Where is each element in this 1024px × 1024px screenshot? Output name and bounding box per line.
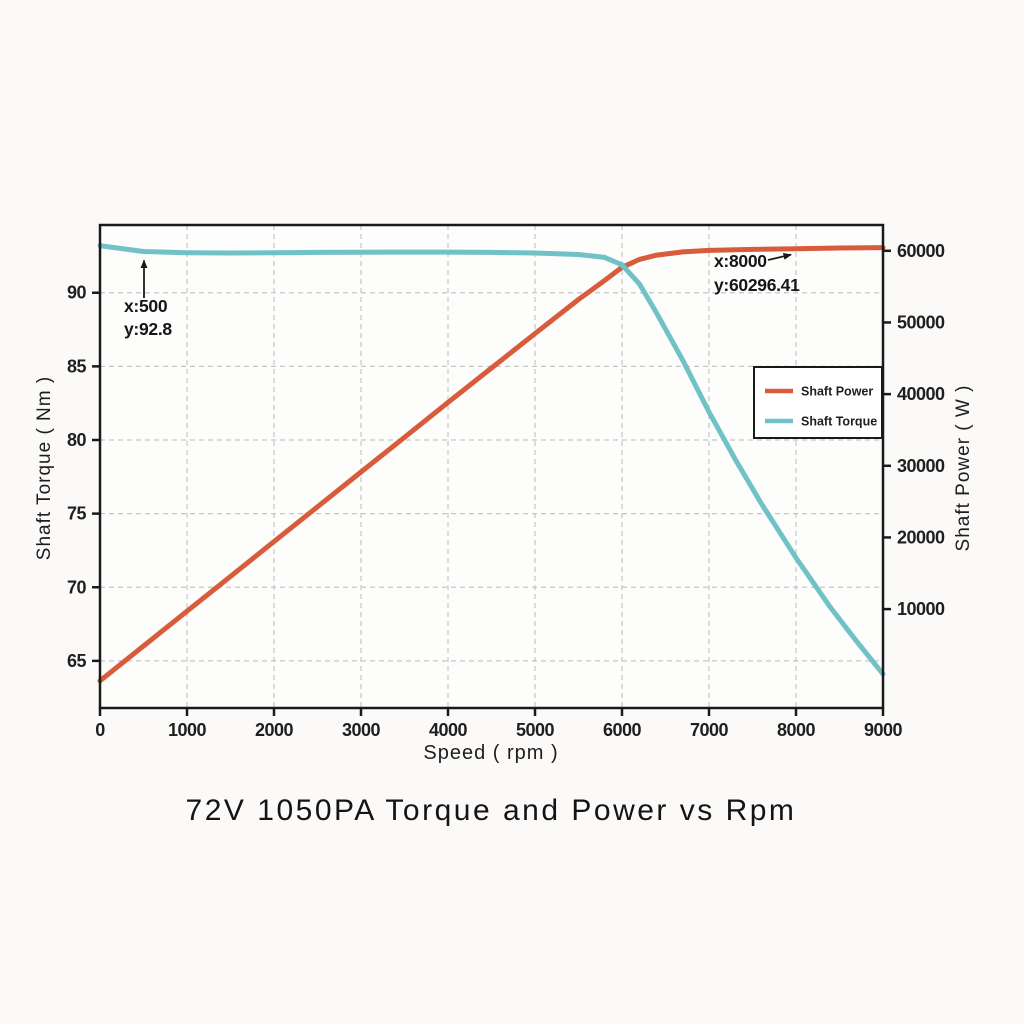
x-tick-label: 5000 [516, 720, 555, 740]
left-tick-label: 65 [67, 651, 87, 671]
x-tick-label: 7000 [690, 720, 729, 740]
left-tick-label: 90 [67, 283, 87, 303]
x-tick-label: 9000 [864, 720, 903, 740]
shaft-torque-line [97, 243, 886, 677]
left-y-axis-label: Shaft Torque ( Nm ) [34, 375, 55, 561]
x-tick-label: 1000 [168, 720, 207, 740]
x-tick-label: 8000 [777, 720, 816, 740]
x-tick-label: 4000 [429, 720, 468, 740]
right-tick-label: 20000 [897, 527, 945, 547]
x-tick-label: 3000 [342, 720, 381, 740]
left-tick-label: 75 [67, 504, 87, 524]
right-tick-label: 40000 [897, 384, 945, 404]
right-tick-label: 60000 [897, 241, 945, 261]
x-tick-label: 2000 [255, 720, 294, 740]
x-tick-label: 6000 [603, 720, 642, 740]
legend-label: Shaft Torque [801, 415, 877, 429]
right-y-axis-label: Shaft Power ( W ) [953, 384, 974, 552]
shaft-power-line [97, 245, 886, 684]
x-tick-label: 0 [95, 720, 105, 740]
annotation-text: x:8000 [714, 251, 767, 271]
x-axis-label: Speed ( rpm ) [423, 742, 559, 764]
legend-label: Shaft Power [801, 385, 873, 399]
plot-area [100, 225, 883, 708]
left-tick-label: 70 [67, 577, 87, 597]
right-tick-label: 10000 [897, 599, 945, 619]
right-tick-label: 30000 [897, 456, 945, 476]
annotation-arrow [767, 252, 792, 261]
annotation-text: y:92.8 [124, 319, 172, 339]
legend-box [753, 366, 883, 439]
right-tick-label: 50000 [897, 312, 945, 332]
chart-title: 72V 1050PA Torque and Power vs Rpm [185, 794, 797, 827]
left-tick-label: 80 [67, 430, 87, 450]
left-tick-label: 85 [67, 356, 87, 376]
annotation-text: x:500 [124, 296, 168, 316]
annotation-text: y:60296.41 [714, 275, 800, 295]
